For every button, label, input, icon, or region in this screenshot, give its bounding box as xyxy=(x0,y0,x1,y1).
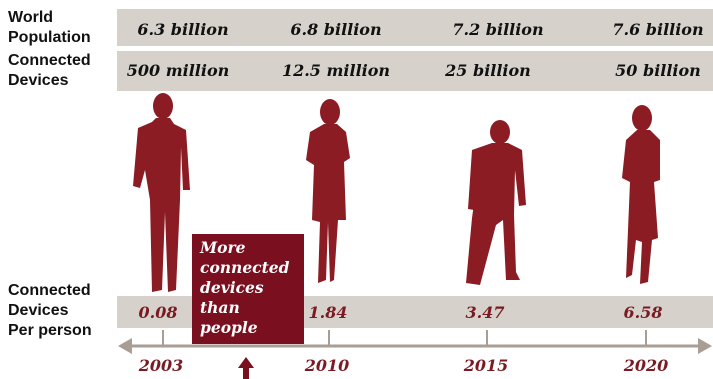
devices-2003: 500 million xyxy=(126,61,230,80)
connected-devices-label: Connected Devices xyxy=(8,52,91,89)
woman-silhouette-2010-icon xyxy=(306,99,350,283)
year-2010: 2010 xyxy=(304,356,350,375)
devices-2010: 12.5 million xyxy=(281,61,391,80)
per-person-label: Connected Devices Per person xyxy=(8,282,92,339)
timeline-axis xyxy=(118,330,712,354)
ratio-2020: 6.58 xyxy=(623,303,663,322)
ratio-2015: 3.47 xyxy=(465,303,505,322)
devices-2015: 25 billion xyxy=(445,61,531,80)
woman-silhouette-2020-icon xyxy=(622,105,660,284)
population-2003: 6.3 billion xyxy=(137,20,229,39)
callout-box: More connected devices than people xyxy=(192,234,304,344)
arrow-up-icon xyxy=(238,357,254,379)
man-silhouette-2015-icon xyxy=(466,120,526,285)
ratio-2003: 0.08 xyxy=(138,303,178,322)
man-silhouette-2003-icon xyxy=(133,93,190,292)
devices-band xyxy=(117,51,713,91)
devices-2020: 50 billion xyxy=(615,61,701,80)
ratio-2010: 1.84 xyxy=(308,303,348,322)
population-2020: 7.6 billion xyxy=(612,20,704,39)
population-band xyxy=(117,9,713,46)
world-population-label: World Population xyxy=(8,9,91,46)
year-2015: 2015 xyxy=(463,356,509,375)
population-2015: 7.2 billion xyxy=(452,20,544,39)
year-2020: 2020 xyxy=(623,356,669,375)
year-2003: 2003 xyxy=(138,356,184,375)
population-2010: 6.8 billion xyxy=(290,20,382,39)
